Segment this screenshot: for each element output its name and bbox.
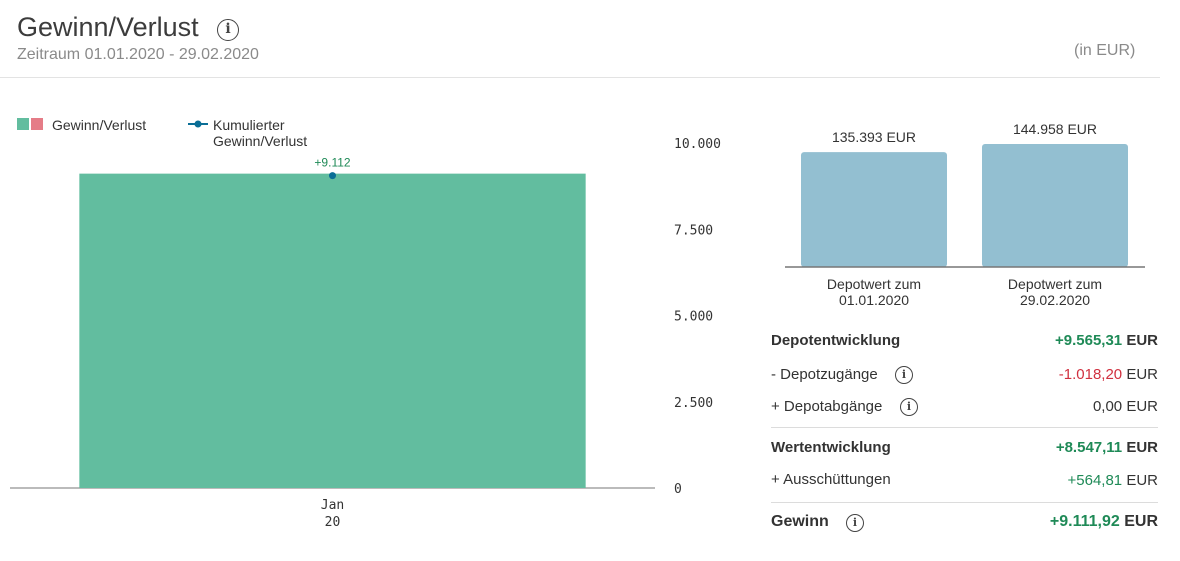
legend-gain-loss[interactable]: Gewinn/Verlust	[52, 117, 147, 133]
legend-positive-swatch	[17, 118, 29, 130]
summary-divider	[771, 427, 1158, 428]
depotzugaenge-value: -1.018,20 EUR	[1059, 366, 1158, 383]
legend-negative-swatch	[31, 118, 43, 130]
depot-category-label: 01.01.2020	[839, 292, 909, 308]
depotzugaenge-label: - Depotzugänge	[771, 366, 878, 383]
info-icon[interactable]: i	[217, 19, 239, 41]
ausschuettungen-amount: +564,81	[1067, 472, 1123, 489]
depotabgaenge-unit: EUR	[1126, 398, 1158, 415]
legend-cumulative[interactable]: Kumulierter Gewinn/Verlust	[213, 117, 308, 149]
depot-value-bar	[801, 152, 947, 267]
depotabgaenge-value: 0,00 EUR	[1093, 398, 1158, 415]
y-tick-label: 7.500	[674, 223, 713, 238]
depotzugaenge-amount: -1.018,20	[1058, 366, 1123, 383]
gain-loss-chart: 0 2.500 5.000 7.500 10.000 Jan 20 +9.112	[10, 137, 721, 530]
depotentwicklung-value: +9.565,31 EUR	[1055, 332, 1158, 349]
depotentwicklung-label: Depotentwicklung	[771, 332, 901, 349]
currency-note: (in EUR)	[1074, 42, 1136, 59]
depot-category-label: Depotwert zum	[827, 276, 921, 292]
wertentwicklung-value: +8.547,11 EUR	[1056, 439, 1158, 456]
gewinn-label: Gewinn	[771, 513, 829, 530]
legend-cumulative-marker	[188, 120, 208, 128]
gain-loss-bar	[79, 173, 586, 489]
depotabgaenge-amount: 0,00	[1092, 398, 1123, 415]
period-subtitle: Zeitraum 01.01.2020 - 29.02.2020	[17, 46, 259, 63]
depot-value-label: 135.393 EUR	[832, 129, 916, 145]
depotentwicklung-unit: EUR	[1126, 332, 1158, 349]
summary-divider-total	[771, 502, 1158, 503]
depot-category-label: Depotwert zum	[1008, 276, 1102, 292]
ausschuettungen-label: + Ausschüttungen	[771, 471, 891, 488]
gewinn-amount: +9.111,92	[1049, 513, 1120, 530]
wertentwicklung-label: Wertentwicklung	[771, 439, 891, 456]
x-tick-label: 20	[325, 515, 341, 530]
y-tick-label: 10.000	[674, 137, 721, 152]
page-title: Gewinn/Verlust	[17, 12, 199, 42]
ausschuettungen-value: +564,81 EUR	[1068, 472, 1158, 489]
depotabgaenge-info-icon[interactable]: i	[900, 398, 918, 416]
depot-value-label: 144.958 EUR	[1013, 121, 1097, 137]
cumulative-data-label: +9.112	[314, 156, 350, 170]
gewinn-value: +9.111,92 EUR	[1050, 513, 1158, 531]
y-tick-label: 5.000	[674, 310, 713, 325]
header-divider	[0, 77, 1160, 78]
wertentwicklung-unit: EUR	[1126, 439, 1158, 456]
x-tick-label: Jan	[321, 498, 344, 513]
gewinn-unit: EUR	[1124, 513, 1158, 530]
y-tick-label: 2.500	[674, 396, 713, 411]
depotzugaenge-unit: EUR	[1126, 366, 1158, 383]
ausschuettungen-unit: EUR	[1126, 472, 1158, 489]
y-tick-label: 0	[674, 482, 682, 497]
depotzugaenge-info-icon[interactable]: i	[895, 366, 913, 384]
depotabgaenge-label: + Depotabgänge	[771, 398, 883, 415]
wertentwicklung-amount: +8.547,11	[1055, 439, 1123, 456]
depot-category-label: 29.02.2020	[1020, 292, 1090, 308]
depot-value-bar	[982, 144, 1128, 267]
depotentwicklung-amount: +9.565,31	[1055, 332, 1123, 349]
gewinn-info-icon[interactable]: i	[846, 514, 864, 532]
cumulative-point	[329, 172, 336, 180]
